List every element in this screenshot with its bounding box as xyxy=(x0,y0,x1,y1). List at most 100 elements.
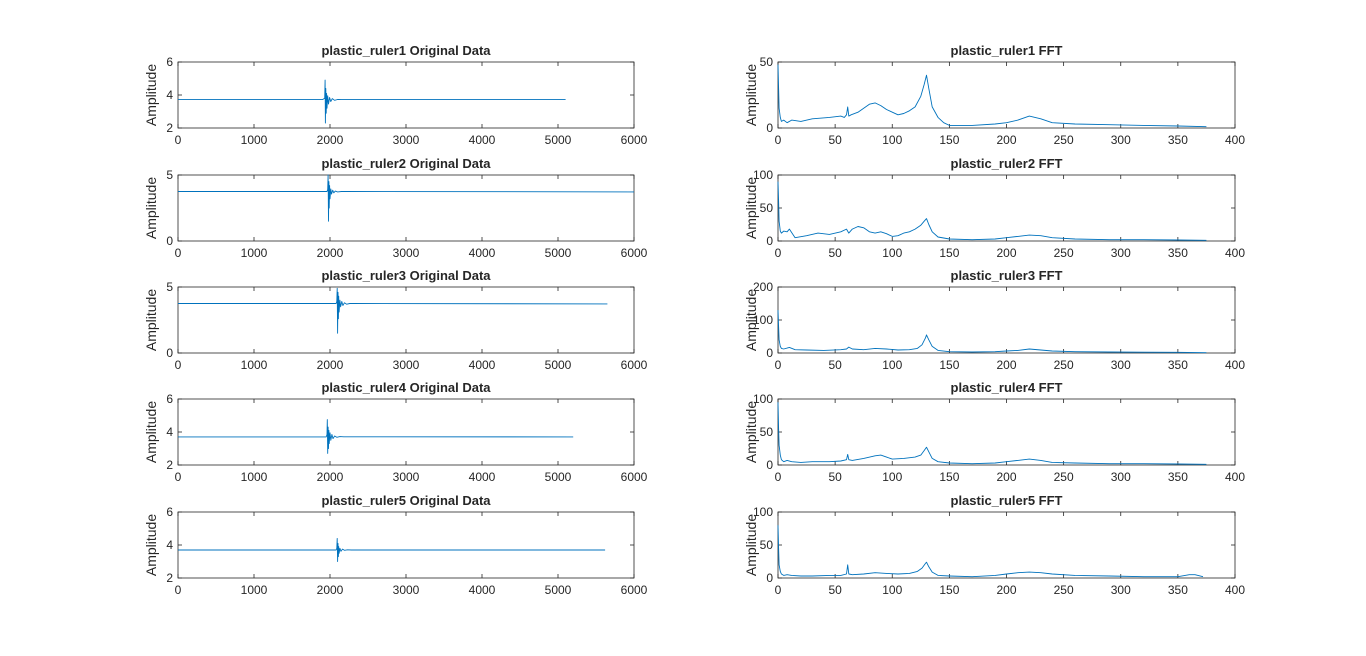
x-tick-label: 200 xyxy=(996,583,1016,597)
subplot-title: plastic_ruler5 FFT xyxy=(951,493,1063,508)
x-tick-label: 2000 xyxy=(317,470,344,484)
x-tick-label: 100 xyxy=(882,470,902,484)
x-tick-label: 100 xyxy=(882,583,902,597)
series-line xyxy=(178,537,606,562)
y-tick-label: 100 xyxy=(753,505,773,519)
x-tick-label: 1000 xyxy=(241,133,268,147)
x-tick-label: 5000 xyxy=(545,133,572,147)
subplot-title: plastic_ruler1 FFT xyxy=(951,43,1063,58)
x-tick-label: 1000 xyxy=(241,583,268,597)
axes-box xyxy=(177,61,635,129)
x-tick-label: 300 xyxy=(1111,470,1131,484)
x-tick-label: 150 xyxy=(939,583,959,597)
x-tick-label: 300 xyxy=(1111,133,1131,147)
x-tick-label: 0 xyxy=(775,358,782,372)
y-tick-label: 0 xyxy=(766,346,773,360)
y-axis-label: Amplitude xyxy=(143,64,159,126)
x-tick-label: 350 xyxy=(1168,583,1188,597)
x-tick-label: 0 xyxy=(175,583,182,597)
subplot-5: 0 1000 2000 3000 4000 5000 6000 0 5 plastic_ruler… xyxy=(143,268,648,372)
x-tick-label: 400 xyxy=(1225,583,1245,597)
y-axis-label: Amplitude xyxy=(143,514,159,576)
subplot-6: 0 50 100 150 200 250 300 350 400 0 100 200 plastic_r… xyxy=(743,268,1245,372)
axes-box xyxy=(777,286,1236,354)
x-tick-label: 5000 xyxy=(545,470,572,484)
x-tick-label: 100 xyxy=(882,133,902,147)
y-tick-label: 0 xyxy=(766,121,773,135)
x-tick-label: 350 xyxy=(1168,133,1188,147)
y-tick-label: 4 xyxy=(166,425,173,439)
subplot-title: plastic_ruler2 FFT xyxy=(951,156,1063,171)
y-tick-label: 50 xyxy=(760,425,774,439)
x-tick-label: 0 xyxy=(175,470,182,484)
axes-box xyxy=(177,398,635,466)
x-tick-label: 50 xyxy=(828,133,842,147)
x-tick-label: 4000 xyxy=(469,358,496,372)
x-tick-label: 6000 xyxy=(621,246,648,260)
y-tick-label: 200 xyxy=(753,280,773,294)
x-tick-label: 3000 xyxy=(393,133,420,147)
axes-box xyxy=(777,61,1236,129)
x-tick-label: 300 xyxy=(1111,246,1131,260)
y-tick-label: 100 xyxy=(753,392,773,406)
series-line xyxy=(777,402,1207,465)
subplot-8: 0 50 100 150 200 250 300 350 400 0 50 100 plastic_ru… xyxy=(743,380,1245,484)
x-tick-label: 0 xyxy=(775,133,782,147)
x-tick-label: 250 xyxy=(1054,358,1074,372)
x-tick-label: 300 xyxy=(1111,358,1131,372)
x-tick-label: 350 xyxy=(1168,470,1188,484)
axes-box xyxy=(177,286,635,354)
x-tick-label: 200 xyxy=(996,470,1016,484)
x-tick-label: 0 xyxy=(175,133,182,147)
x-tick-label: 6000 xyxy=(621,358,648,372)
y-axis-label: Amplitude xyxy=(743,64,759,126)
y-tick-label: 0 xyxy=(766,234,773,248)
x-tick-label: 250 xyxy=(1054,133,1074,147)
x-tick-label: 3000 xyxy=(393,246,420,260)
axes-box xyxy=(177,174,635,242)
y-tick-label: 4 xyxy=(166,538,173,552)
x-tick-label: 6000 xyxy=(621,583,648,597)
x-tick-label: 2000 xyxy=(317,133,344,147)
series-line xyxy=(777,64,1207,128)
y-axis-label: Amplitude xyxy=(743,177,759,239)
x-tick-label: 50 xyxy=(828,583,842,597)
x-tick-label: 2000 xyxy=(317,246,344,260)
series-line xyxy=(178,419,574,454)
x-tick-label: 2000 xyxy=(317,358,344,372)
x-tick-label: 5000 xyxy=(545,358,572,372)
x-tick-label: 0 xyxy=(775,246,782,260)
subplot-title: plastic_ruler2 Original Data xyxy=(321,156,491,171)
x-tick-label: 4000 xyxy=(469,246,496,260)
axes-box xyxy=(777,398,1236,466)
series-line xyxy=(777,181,1207,241)
subplot-title: plastic_ruler3 FFT xyxy=(951,268,1063,283)
y-tick-label: 50 xyxy=(760,55,774,69)
x-tick-label: 250 xyxy=(1054,470,1074,484)
axes-box xyxy=(777,174,1236,242)
y-axis-label: Amplitude xyxy=(143,401,159,463)
x-tick-label: 400 xyxy=(1225,133,1245,147)
x-tick-label: 200 xyxy=(996,133,1016,147)
subplot-title: plastic_ruler4 FFT xyxy=(951,380,1063,395)
x-tick-label: 0 xyxy=(775,470,782,484)
x-tick-label: 5000 xyxy=(545,583,572,597)
subplot-10: 0 50 100 150 200 250 300 350 400 0 50 100 plastic_ru… xyxy=(743,493,1245,597)
x-tick-label: 4000 xyxy=(469,133,496,147)
x-tick-label: 1000 xyxy=(241,246,268,260)
x-tick-label: 3000 xyxy=(393,470,420,484)
subplot-title: plastic_ruler3 Original Data xyxy=(321,268,491,283)
y-tick-label: 50 xyxy=(760,538,774,552)
y-tick-label: 2 xyxy=(166,571,173,585)
x-tick-label: 300 xyxy=(1111,583,1131,597)
y-axis-label: Amplitude xyxy=(743,289,759,351)
x-tick-label: 350 xyxy=(1168,246,1188,260)
x-tick-label: 100 xyxy=(882,358,902,372)
y-axis-label: Amplitude xyxy=(143,289,159,351)
x-tick-label: 250 xyxy=(1054,246,1074,260)
x-tick-label: 150 xyxy=(939,358,959,372)
x-tick-label: 50 xyxy=(828,358,842,372)
x-tick-label: 2000 xyxy=(317,583,344,597)
